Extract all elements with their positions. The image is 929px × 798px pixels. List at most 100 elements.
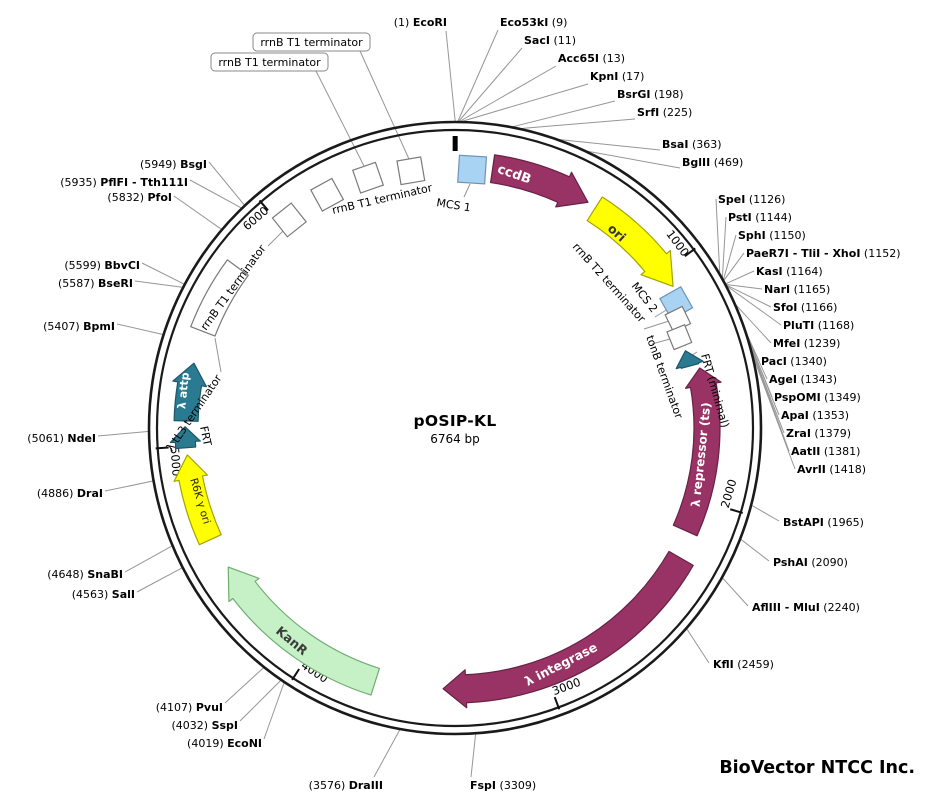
feature-kanr[interactable]: [227, 566, 381, 696]
site-DraIII[interactable]: (3576) DraIII: [309, 779, 383, 792]
site-KasI[interactable]: KasI (1164): [756, 265, 823, 278]
leader-line: [315, 70, 365, 167]
label-frt[interactable]: FRT: [197, 425, 214, 447]
feature-ccdb[interactable]: [489, 154, 589, 208]
callout-box[interactable]: [210, 52, 329, 72]
feature-r6k-γ-ori[interactable]: [173, 454, 222, 546]
brand-logo: BioVector NTCC Inc.: [719, 758, 915, 778]
site-AatII[interactable]: AatII (1381): [791, 445, 860, 458]
site-line-PaeR7I - TliI - XhoI: [722, 252, 745, 282]
site-SnaBI[interactable]: (4648) SnaBI: [47, 568, 123, 581]
plasmid-ring-outer: [147, 120, 763, 736]
site-NdeI[interactable]: (5061) NdeI: [27, 432, 96, 445]
site-PluTI[interactable]: PluTI (1168): [783, 319, 854, 332]
site-SspI[interactable]: (4032) SspI: [171, 719, 238, 732]
site-PvuI[interactable]: (4107) PvuI: [156, 701, 223, 714]
site-Eco53kI[interactable]: Eco53kI (9): [500, 16, 567, 29]
site-SrfI[interactable]: SrfI (225): [637, 106, 692, 119]
site-AvrII[interactable]: AvrII (1418): [797, 463, 866, 476]
callout-label: rrnB T1 terminator: [218, 56, 321, 69]
site-Acc65I[interactable]: Acc65I (13): [558, 52, 625, 65]
site-BpmI[interactable]: (5407) BpmI: [43, 320, 115, 333]
site-ApaI[interactable]: ApaI (1353): [781, 409, 849, 422]
site-ZraI[interactable]: ZraI (1379): [786, 427, 851, 440]
site-MfeI[interactable]: MfeI (1239): [773, 337, 840, 350]
site-DraI[interactable]: (4886) DraI: [37, 487, 103, 500]
feature-ori[interactable]: [586, 196, 674, 288]
site-line-PflFI - Tth111I: [189, 179, 243, 209]
site-AgeI[interactable]: AgeI (1343): [769, 373, 837, 386]
box-mcs-1[interactable]: [457, 154, 488, 185]
callout-box[interactable]: [252, 32, 371, 52]
site-EcoRI[interactable]: (1) EcoRI: [394, 16, 447, 29]
feature-frt-(minimal)[interactable]: [675, 350, 704, 370]
site-PshAI[interactable]: PshAI (2090): [773, 556, 848, 569]
plasmid-ring-inner: [155, 128, 755, 728]
box-rrnb-t1-terminator-c[interactable]: [351, 161, 385, 194]
feature-λ-integrase[interactable]: [442, 550, 694, 709]
leader-line: [651, 338, 671, 345]
site-SfoI[interactable]: SfoI (1166): [773, 301, 837, 314]
site-BseRI[interactable]: (5587) BseRI: [58, 277, 133, 290]
site-BsrGI[interactable]: BsrGI (198): [617, 88, 684, 101]
site-line-DraIII: [373, 728, 401, 778]
site-line-Eco53kI: [457, 29, 499, 123]
site-line-MfeI: [734, 302, 772, 344]
site-PfoI[interactable]: (5832) PfoI: [107, 191, 172, 204]
site-BglII[interactable]: BglII (469): [682, 156, 743, 169]
feature-λ-attp[interactable]: [172, 362, 208, 422]
label-mcs-1[interactable]: MCS 1: [436, 196, 472, 214]
site-KflI[interactable]: KflI (2459): [713, 658, 774, 671]
site-line-PfoI: [173, 195, 223, 231]
feature-frt[interactable]: [169, 426, 201, 450]
site-line-AatII: [747, 340, 790, 452]
site-line-SalI: [136, 567, 183, 593]
site-KpnI[interactable]: KpnI (17): [590, 70, 644, 83]
site-BbvCI[interactable]: (5599) BbvCI: [64, 259, 140, 272]
site-BsaI[interactable]: BsaI (363): [662, 138, 722, 151]
label-λ-attp[interactable]: λ attp: [175, 372, 192, 410]
site-line-BpmI: [116, 323, 164, 336]
plasmid-name: pOSIP-KL: [413, 412, 497, 430]
box-rrnb-t1-terminator-d[interactable]: [396, 156, 426, 186]
label-rrnb-t1-terminator[interactable]: rrnB T1 terminator: [331, 181, 434, 217]
site-PacI[interactable]: PacI (1340): [761, 355, 827, 368]
feature-λ-repressor-(ts)[interactable]: [672, 367, 722, 537]
site-PspOMI[interactable]: PspOMI (1349): [774, 391, 861, 404]
plasmid-size: 6764 bp: [430, 432, 480, 446]
site-SalI[interactable]: (4563) SalI: [72, 588, 135, 601]
site-line-KflI: [685, 628, 710, 664]
site-AflIII---MluI[interactable]: AflIII - MluI (2240): [752, 601, 860, 614]
site-PflFI---Tth111I[interactable]: (5935) PflFI - Tth111I: [60, 176, 188, 189]
box-rrnb-t1-terminator-a[interactable]: [271, 202, 307, 238]
site-NarI[interactable]: NarI (1165): [764, 283, 830, 296]
site-line-BseRI: [134, 280, 184, 288]
site-line-BstAPI: [750, 504, 780, 522]
site-line-DraI: [104, 480, 154, 492]
site-FspI[interactable]: FspI (3309): [470, 779, 536, 792]
site-BstAPI[interactable]: BstAPI (1965): [783, 516, 864, 529]
site-line-SnaBI: [124, 545, 173, 573]
tick-mark-4000: [291, 668, 300, 681]
label-rrnb-t1-terminator[interactable]: rrnB T1 terminator: [198, 242, 269, 333]
site-SpeI[interactable]: SpeI (1126): [718, 193, 785, 206]
site-line-KpnI: [459, 83, 589, 123]
site-line-NdeI: [97, 430, 150, 437]
tick-mark-6000: [258, 199, 269, 211]
site-EcoNI[interactable]: (4019) EcoNI: [187, 737, 262, 750]
site-SphI[interactable]: SphI (1150): [738, 229, 806, 242]
site-BsgI[interactable]: (5949) BsgI: [140, 158, 207, 171]
box-tonb-terminator[interactable]: [666, 324, 693, 351]
site-line-SacI: [457, 47, 523, 123]
site-SacI[interactable]: SacI (11): [524, 34, 576, 47]
leader-line: [214, 337, 222, 373]
site-line-SphI: [722, 234, 737, 281]
site-line-SrfI: [518, 118, 636, 130]
tick-label-2000: 2000: [718, 477, 740, 509]
site-PaeR7I---TliI---XhoI[interactable]: PaeR7I - TliI - XhoI (1152): [746, 247, 901, 260]
feature-λ-tl3-terminator[interactable]: [190, 259, 249, 337]
box-rrnb-t1-terminator-b[interactable]: [309, 177, 345, 212]
site-line-SfoI: [725, 284, 772, 308]
site-PstI[interactable]: PstI (1144): [728, 211, 792, 224]
site-line-SpeI: [715, 198, 721, 275]
